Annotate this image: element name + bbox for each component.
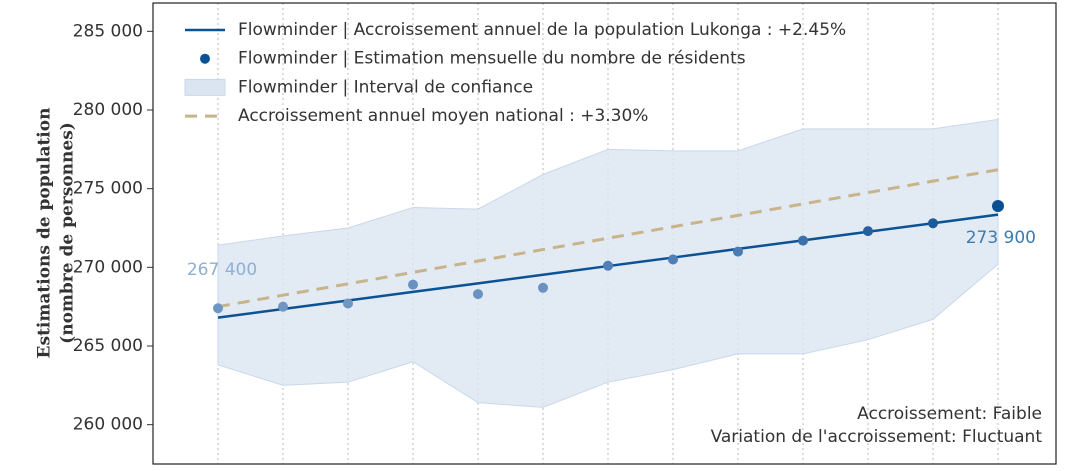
data-point (278, 301, 288, 312)
data-point (733, 246, 743, 257)
y-tick-label: 270 000 (73, 257, 143, 277)
data-point (863, 226, 873, 237)
y-axis-title: Estimations de population (35, 108, 55, 359)
y-tick-label: 280 000 (73, 100, 143, 120)
data-point (668, 254, 678, 265)
national-line (217, 168, 999, 309)
legend-label: Flowminder | Accroissement annuel de la … (238, 20, 846, 40)
data-point (798, 235, 808, 246)
data-point (473, 289, 483, 300)
y-tick-label: 285 000 (73, 21, 143, 41)
annotation: Variation de l'accroissement: Fluctuant (711, 427, 1043, 447)
data-point (343, 298, 353, 309)
data-point (928, 218, 938, 229)
data-point (538, 282, 548, 293)
data-point (408, 279, 418, 290)
plot-frame (152, 2, 1057, 465)
legend-label: Accroissement annuel moyen national : +3… (238, 106, 648, 126)
legend-symbol (200, 53, 210, 64)
data-point (603, 260, 613, 271)
data-point (992, 199, 1004, 212)
legend-label: Flowminder | Estimation mensuelle du nom… (238, 49, 746, 69)
value-label: 267 400 (187, 260, 257, 280)
legend-symbol (184, 78, 226, 96)
annotation: Accroissement: Faible (857, 404, 1042, 424)
y-tick-label: 275 000 (73, 179, 143, 199)
y-tick-label: 265 000 (73, 336, 143, 356)
y-tick-label: 260 000 (73, 415, 143, 435)
data-point (213, 303, 223, 314)
y-axis-title: (nombre de personnes) (58, 122, 78, 344)
legend-label: Flowminder | Interval de confiance (238, 77, 533, 97)
value-label: 273 900 (966, 228, 1036, 248)
